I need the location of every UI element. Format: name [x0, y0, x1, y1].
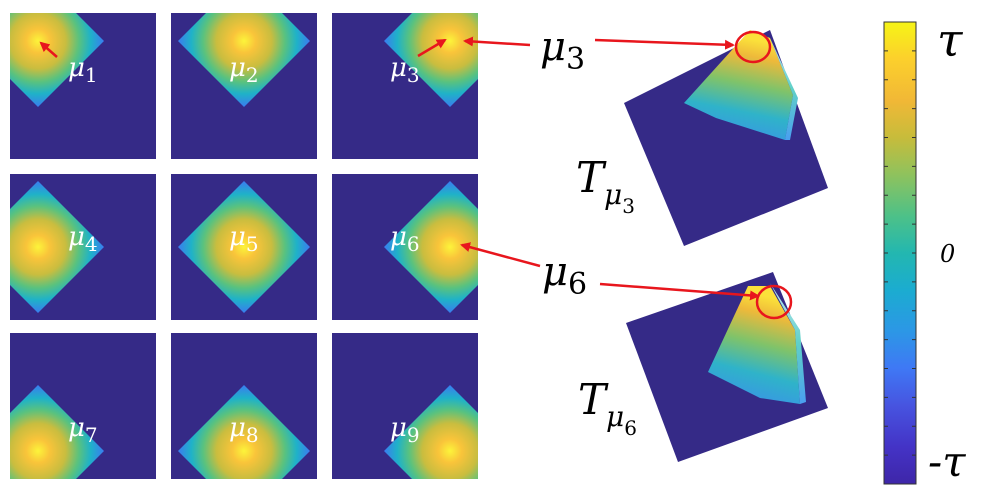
- surface-label-mu3: Tμ3: [576, 153, 635, 218]
- arrow-mu6-to-tile: [460, 242, 541, 268]
- colorbar-bottom-label: -τ: [928, 437, 966, 486]
- colorbar-mid-label: 0: [940, 240, 955, 268]
- colorbar-fill: [883, 21, 917, 485]
- arrow-mu3-to-tile: [463, 36, 531, 47]
- callout-mu6: μ6: [542, 249, 587, 302]
- peak-highlight-mu6: [755, 284, 793, 320]
- tile-label: μ8: [229, 413, 259, 447]
- heatmap-tile: μ2: [171, 13, 317, 159]
- tile-diamond: [178, 181, 310, 313]
- heatmap-tile: μ8: [171, 333, 317, 479]
- tile-diamond: [10, 385, 104, 479]
- heatmap-tile: μ9: [332, 333, 478, 479]
- tile-diamond: [384, 13, 478, 107]
- callout-mu3: μ3: [540, 24, 585, 77]
- arrow-mu3-tile: [417, 38, 447, 58]
- heatmap-tile: μ1: [10, 13, 156, 159]
- heatmap-tile: μ5: [171, 174, 317, 320]
- arrow-mu1-tile: [39, 41, 58, 58]
- colorbar: τ 0 -τ: [883, 13, 966, 486]
- peak-highlight-mu3: [734, 30, 772, 64]
- surface-plot-mu3: [624, 30, 828, 246]
- tile-label: μ6: [390, 222, 420, 256]
- tile-diamond: [384, 181, 478, 313]
- tile-label: μ3: [390, 53, 420, 87]
- tile-label: μ5: [229, 222, 259, 256]
- heatmap-tile: μ6: [332, 174, 478, 320]
- heatmap-tile: μ7: [10, 333, 156, 479]
- tile-diamond: [178, 385, 310, 479]
- heatmap-tile: μ4: [10, 174, 156, 320]
- tile-label: μ9: [390, 413, 420, 447]
- tile-diamond: [10, 181, 104, 313]
- surface-plot-mu6: [626, 272, 828, 462]
- surface-peak-mu6: [708, 286, 800, 404]
- tile-diamond: [178, 13, 310, 107]
- arrow-mu6-to-surface: [599, 282, 760, 301]
- tile-diamond: [384, 385, 478, 479]
- colorbar-ticks: [884, 50, 916, 456]
- tile-diamond: [10, 13, 104, 107]
- tile-label: μ2: [229, 53, 259, 87]
- surface-ridge-mu3: [770, 38, 798, 140]
- surface-ridge-mu6: [770, 283, 806, 404]
- surface-label-mu6: Tμ6: [578, 375, 637, 440]
- arrow-mu3-to-surface: [594, 38, 735, 50]
- colorbar-top-label: τ: [937, 13, 964, 67]
- heatmap-tile: μ3: [332, 13, 478, 159]
- annotation-arrows: [39, 36, 760, 301]
- tile-label: μ4: [68, 222, 98, 256]
- tile-label: μ1: [68, 53, 98, 87]
- tile-label: μ7: [68, 413, 98, 447]
- heatmap-grid: μ1 μ2 μ3 μ4 μ5 μ6 μ7 μ8 μ9: [10, 13, 478, 479]
